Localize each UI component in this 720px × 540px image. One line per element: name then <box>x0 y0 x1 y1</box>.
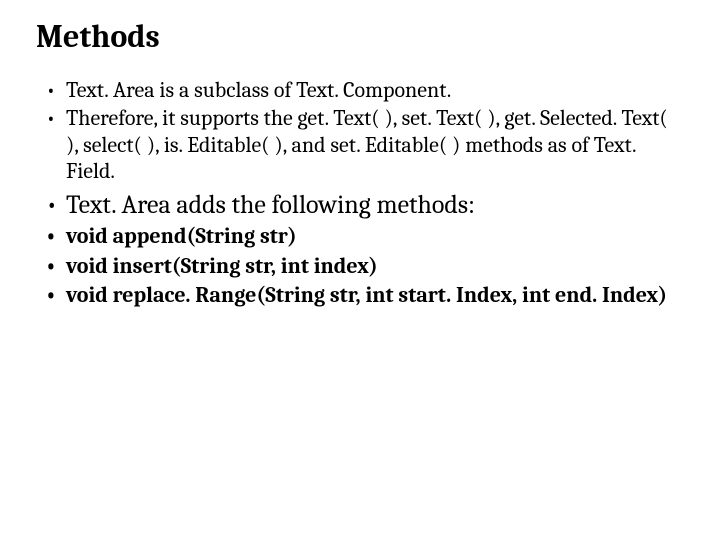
bullet-item: void insert(String str, int index) <box>46 253 684 281</box>
bullet-item: Text. Area adds the following methods: <box>46 189 684 222</box>
bullet-item: void replace. Range(String str, int star… <box>46 282 684 310</box>
slide: Methods Text. Area is a subclass of Text… <box>0 0 720 540</box>
bullet-item: Therefore, it supports the get. Text( ),… <box>46 105 684 184</box>
bullet-list: Text. Area is a subclass of Text. Compon… <box>36 77 684 310</box>
bullet-item: Text. Area is a subclass of Text. Compon… <box>46 77 684 103</box>
bullet-item: void append(String str) <box>46 223 684 251</box>
slide-title: Methods <box>36 18 684 55</box>
